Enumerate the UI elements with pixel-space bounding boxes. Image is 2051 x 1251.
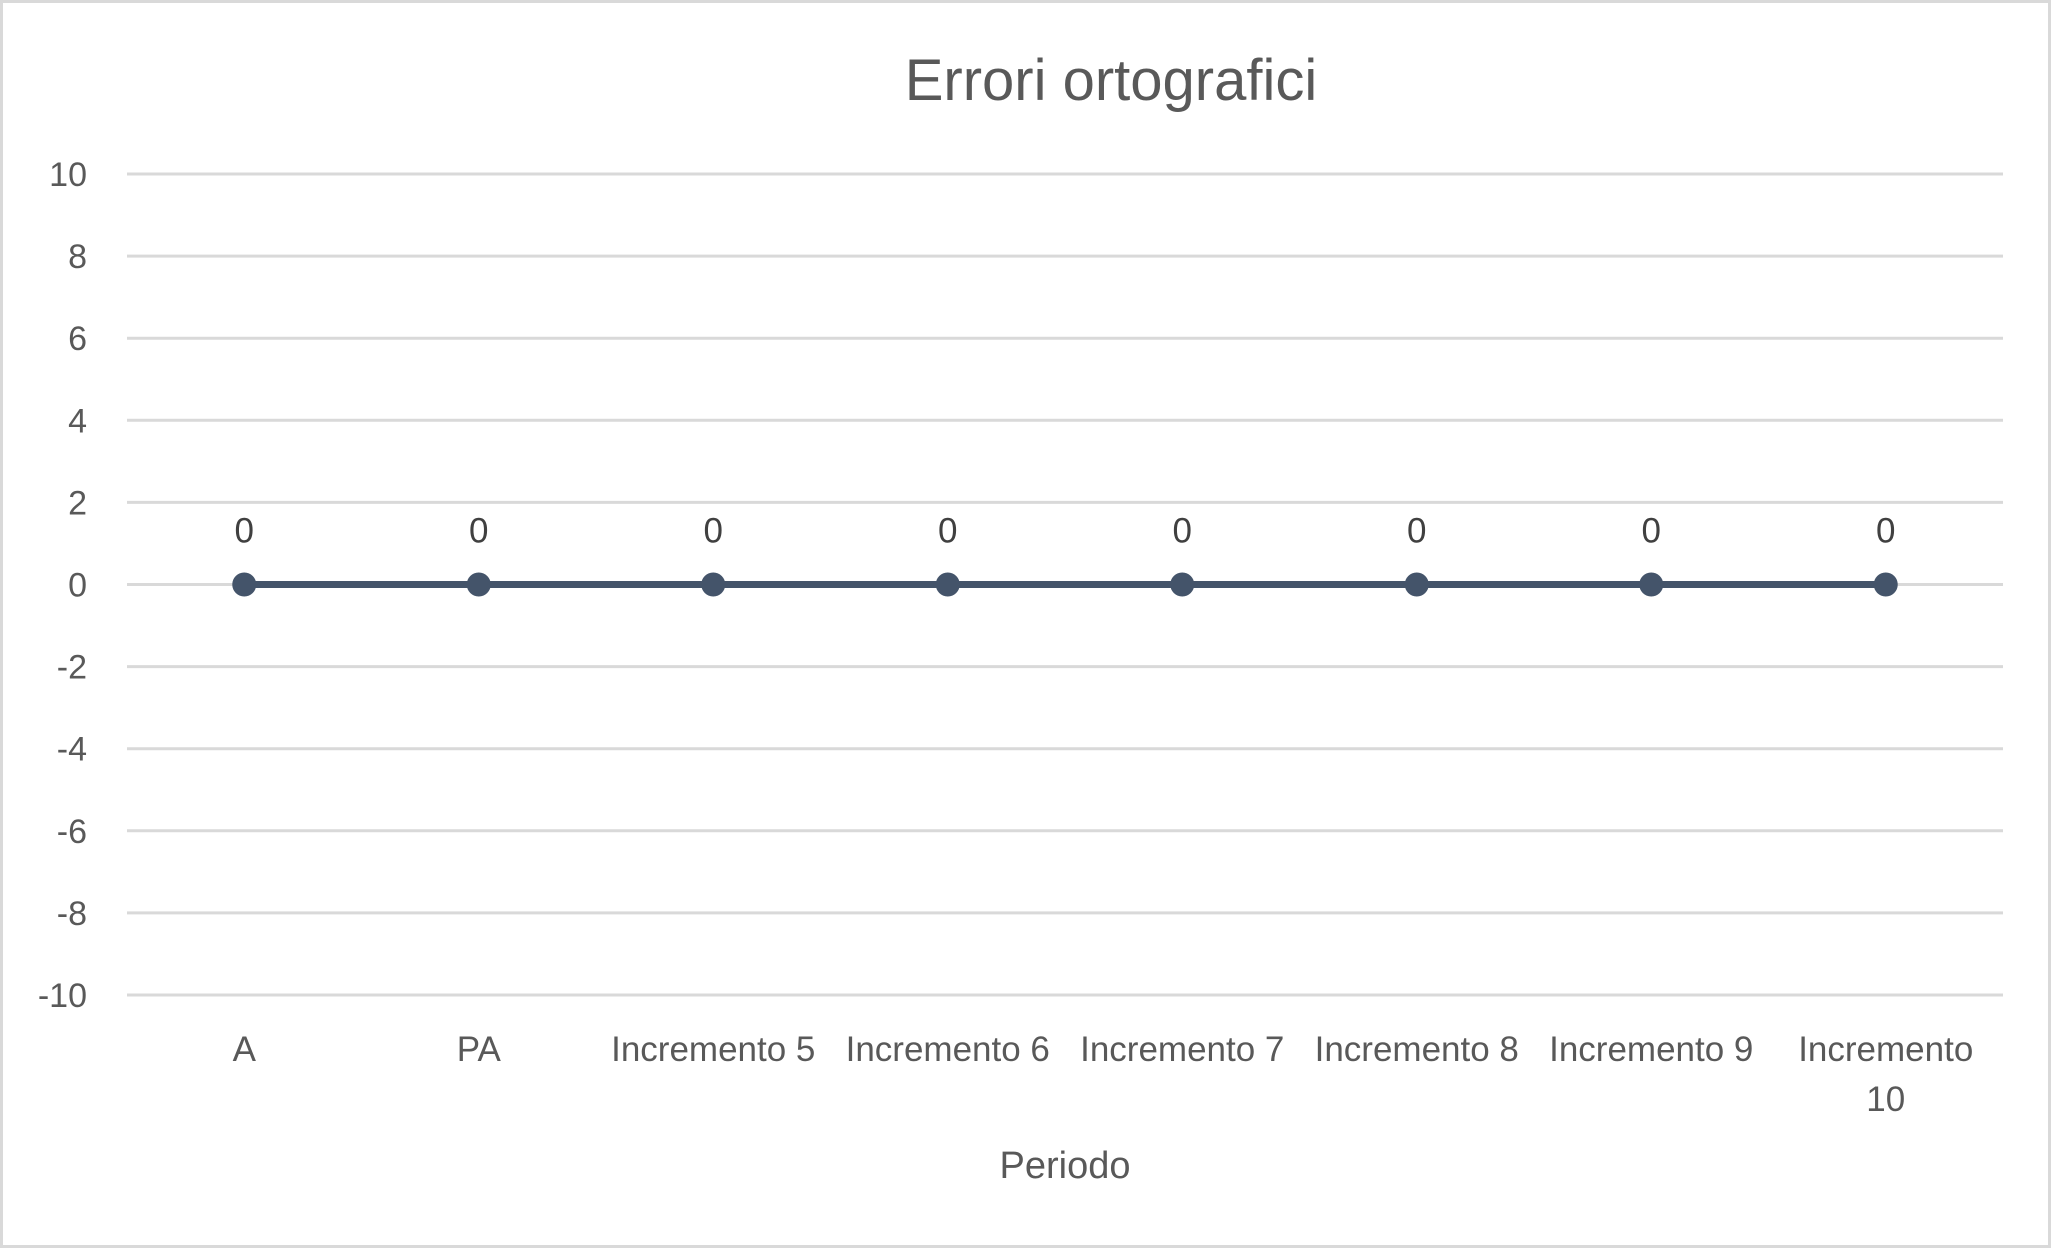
x-axis-label: Periodo [1000, 1145, 1131, 1187]
y-tick-label: -8 [57, 895, 87, 933]
y-tick-label: 4 [68, 402, 87, 440]
data-point [466, 572, 491, 597]
x-tick-label: PA [457, 1030, 502, 1069]
x-tick-label: Incremento 10 [1798, 1030, 1973, 1119]
x-tick-label: A [233, 1030, 257, 1069]
x-tick-label: Incremento 8 [1315, 1030, 1519, 1069]
data-label: 0 [1173, 512, 1192, 551]
data-label: 0 [1407, 512, 1426, 551]
data-point [701, 572, 726, 597]
y-tick-label: -6 [57, 813, 87, 851]
data-label: 0 [1876, 512, 1895, 551]
data-label: 0 [1642, 512, 1661, 551]
data-label: 0 [938, 512, 957, 551]
y-tick-label: -10 [38, 977, 87, 1015]
y-tick-label: 8 [68, 238, 87, 276]
y-tick-label: -4 [57, 731, 87, 769]
y-tick-label: 10 [49, 156, 87, 194]
y-axis-tick-labels: 10 8 6 4 2 0 -2 -4 -6 -8 -10 [38, 156, 87, 1015]
x-tick-label: Incremento 6 [846, 1030, 1050, 1069]
data-point [1639, 572, 1664, 597]
data-point [935, 572, 960, 597]
data-point [1873, 572, 1898, 597]
data-label: 0 [235, 512, 254, 551]
x-tick-label: Incremento 5 [611, 1030, 815, 1069]
y-tick-label: 0 [68, 567, 87, 605]
data-point [1404, 572, 1429, 597]
x-tick-label: Incremento 9 [1549, 1030, 1753, 1069]
x-axis-tick-labels: A PA Incremento 5 Incremento 6 Incremento 7 I… [233, 1030, 1974, 1119]
data-label: 0 [469, 512, 488, 551]
data-labels-layer: 0 0 0 0 0 0 0 0 [235, 512, 1896, 551]
data-label: 0 [704, 512, 723, 551]
x-tick-label: Incremento 7 [1080, 1030, 1284, 1069]
y-tick-label: 2 [68, 484, 87, 522]
data-point [1170, 572, 1195, 597]
chart-title: Errori ortografici [905, 48, 1318, 113]
y-tick-label: -2 [57, 649, 87, 687]
line-chart: Errori ortografici 10 8 6 4 2 0 -2 -4 -6 -8 -10 A P… [38, 48, 2003, 1187]
markers-layer [232, 572, 1898, 597]
y-tick-label: 6 [68, 320, 87, 358]
data-point [232, 572, 257, 597]
